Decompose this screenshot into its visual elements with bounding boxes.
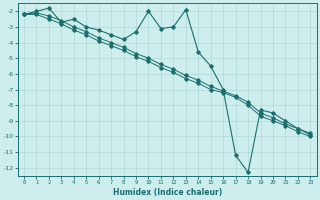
X-axis label: Humidex (Indice chaleur): Humidex (Indice chaleur) [113, 188, 222, 197]
